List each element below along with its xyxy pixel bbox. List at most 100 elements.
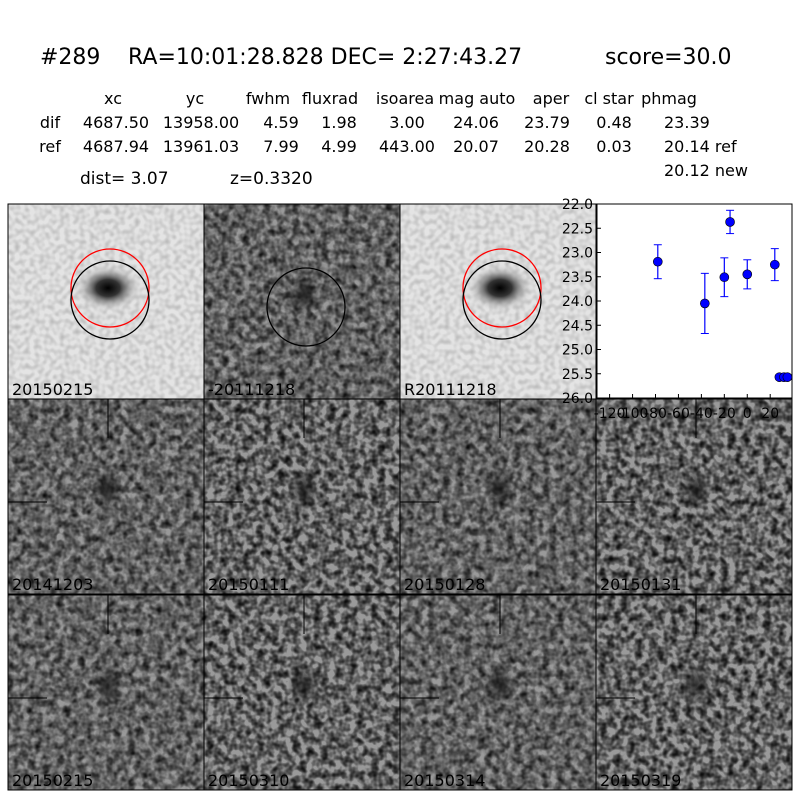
x-tick-label: -120 [594, 406, 626, 422]
panel-label: -20111218 [208, 380, 295, 399]
source-blob [92, 467, 124, 511]
image-panel: 20150128 [399, 398, 597, 595]
column-header: yc [186, 89, 204, 108]
column-header: fluxrad [302, 89, 358, 108]
table-cell: 443.00 [379, 137, 435, 156]
table-cell: 1.98 [321, 113, 357, 132]
column-header: phmag [641, 89, 697, 108]
data-point [719, 272, 730, 283]
table-cell: 7.99 [263, 137, 299, 156]
table-cell: 13958.00 [163, 113, 239, 132]
source-blob [288, 467, 320, 511]
panel-label: 20150310 [208, 771, 289, 790]
column-header: xc [104, 89, 122, 108]
dif-circle [266, 267, 346, 347]
table-cell: 0.03 [596, 137, 632, 156]
panel-label: 20150215 [12, 771, 93, 790]
galaxy [466, 264, 534, 312]
table-cell: 4.99 [321, 137, 357, 156]
table-cell: 23.39 [664, 113, 710, 132]
panel-frame [595, 594, 793, 791]
table-cell: 20.14 ref [664, 137, 737, 156]
table-cell: 4687.94 [83, 137, 149, 156]
y-tick-label: 23.5 [562, 270, 593, 286]
image-panel: -20111218 [203, 203, 401, 400]
data-point [742, 269, 753, 280]
y-tick-label: 25.0 [562, 343, 593, 359]
coordinates: RA=10:01:28.828 DEC= 2:27:43.27 [128, 45, 522, 70]
dist: dist= 3.07 [80, 169, 169, 189]
table-cell: 23.79 [524, 113, 570, 132]
panel-label: R20111218 [404, 380, 497, 399]
ref-circle [462, 248, 542, 328]
source-blob [484, 467, 516, 511]
data-point [782, 372, 793, 382]
panel-label: 20150128 [404, 575, 485, 594]
table-cell: 4.59 [263, 113, 299, 132]
candidate-id: #289 [40, 45, 100, 70]
galaxy [74, 264, 142, 312]
table-cell: 0.48 [596, 113, 632, 132]
column-header: isoarea [376, 89, 434, 108]
x-tick-label: -20 [713, 406, 736, 422]
image-panel: R20111218 [399, 203, 597, 400]
y-tick-label: 24.0 [562, 294, 593, 310]
column-header: fwhm [246, 89, 290, 108]
source-blob [484, 663, 516, 707]
plot-background [596, 203, 793, 399]
source-blob [92, 663, 124, 707]
y-tick-label: 25.5 [562, 367, 593, 383]
image-panel: 20150111 [203, 398, 401, 595]
image-grid: 20150215 -20111218 R20111218 20141203 201501… [7, 203, 793, 791]
source-blob [288, 272, 320, 316]
table-cell: 4687.50 [83, 113, 149, 132]
panel-label: 20150314 [404, 771, 485, 790]
redshift: z=0.3320 [230, 169, 313, 189]
column-header: mag auto [439, 89, 516, 108]
panel-label: 20150131 [600, 575, 681, 594]
column-header: cl star [584, 89, 634, 108]
x-tick-label: -40 [690, 406, 713, 422]
panel-label: 20150111 [208, 575, 289, 594]
panel-label: 20150215 [12, 380, 93, 399]
table-cell: 3.00 [389, 113, 425, 132]
table-cell: 20.07 [453, 137, 499, 156]
dif-circle [70, 260, 150, 340]
ref-circle [70, 248, 150, 328]
data-point [652, 256, 663, 267]
table-cell: 13961.03 [163, 137, 239, 156]
y-tick-label: 22.5 [562, 221, 593, 237]
image-panel: 20150215 [7, 203, 205, 400]
x-tick-label: 20 [761, 406, 779, 422]
y-tick-label: 22.0 [562, 197, 593, 213]
image-panel: 20141203 [7, 398, 205, 595]
y-tick-label: 24.5 [562, 318, 593, 334]
x-tick-label: -60 [667, 406, 690, 422]
panel-label: 20150319 [600, 771, 681, 790]
row-label: dif [40, 113, 61, 132]
data-point [725, 217, 735, 227]
data-point [769, 259, 780, 270]
image-panel: 20150131 [595, 398, 793, 595]
x-tick-label: -100 [617, 406, 649, 422]
image-panel: 20150215 [7, 594, 205, 791]
x-tick-label: -80 [644, 406, 667, 422]
light-curve: 22.0 22.5 23.0 23.5 24.0 24.5 25.0 25.5 26.0-120… [562, 197, 793, 422]
panel-label: 20141203 [12, 575, 93, 594]
source-blob [680, 663, 712, 707]
image-panel: 20150310 [203, 594, 401, 791]
image-panel: 20150314 [399, 594, 597, 791]
table-cell: 24.06 [453, 113, 499, 132]
panel-frame [595, 398, 793, 595]
y-tick-label: 23.0 [562, 246, 593, 262]
image-panel: 20150319 [595, 594, 793, 791]
table-cell: 20.28 [524, 137, 570, 156]
source-blob [288, 663, 320, 707]
source-blob [680, 467, 712, 511]
score: score=30.0 [605, 45, 732, 70]
column-header: aper [533, 89, 570, 108]
new-mag: 20.12 new [664, 161, 748, 180]
dif-circle [462, 260, 542, 340]
data-point [700, 298, 710, 309]
